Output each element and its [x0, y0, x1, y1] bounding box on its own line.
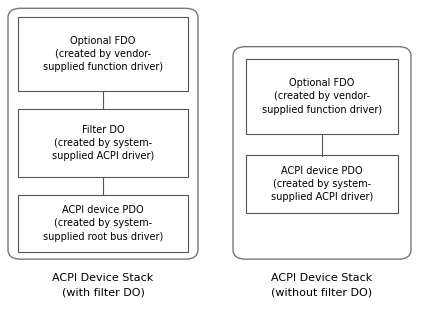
- FancyBboxPatch shape: [233, 47, 411, 259]
- Bar: [18, 195, 188, 252]
- Text: Optional FDO
(created by vendor-
supplied function driver): Optional FDO (created by vendor- supplie…: [43, 36, 163, 72]
- FancyBboxPatch shape: [8, 8, 198, 259]
- Text: (with filter DO): (with filter DO): [61, 287, 144, 297]
- Text: ACPI device PDO
(created by system-
supplied ACPI driver): ACPI device PDO (created by system- supp…: [271, 166, 373, 202]
- Text: ACPI Device Stack: ACPI Device Stack: [272, 273, 373, 283]
- Bar: [18, 16, 188, 91]
- Text: Filter DO
(created by system-
supplied ACPI driver): Filter DO (created by system- supplied A…: [52, 125, 154, 161]
- Bar: [18, 109, 188, 177]
- Bar: [246, 156, 398, 212]
- Bar: [246, 59, 398, 134]
- Text: ACPI device PDO
(created by system-
supplied root bus driver): ACPI device PDO (created by system- supp…: [43, 205, 163, 242]
- Text: ACPI Device Stack: ACPI Device Stack: [52, 273, 154, 283]
- Text: Optional FDO
(created by vendor-
supplied function driver): Optional FDO (created by vendor- supplie…: [262, 78, 382, 115]
- Text: (without filter DO): (without filter DO): [272, 287, 373, 297]
